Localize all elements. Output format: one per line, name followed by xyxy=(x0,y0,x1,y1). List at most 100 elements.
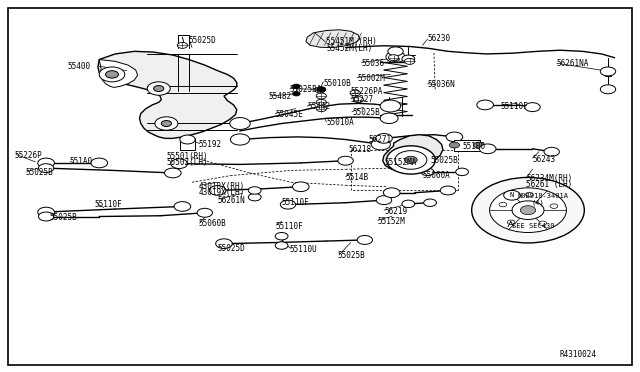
Circle shape xyxy=(292,182,309,192)
Circle shape xyxy=(376,196,392,205)
Circle shape xyxy=(230,118,250,129)
Circle shape xyxy=(600,85,616,94)
Text: 55227: 55227 xyxy=(351,95,374,104)
Circle shape xyxy=(230,134,250,145)
Circle shape xyxy=(550,204,558,208)
Circle shape xyxy=(338,156,353,165)
Text: 55110U: 55110U xyxy=(289,245,317,254)
Circle shape xyxy=(404,58,415,64)
Circle shape xyxy=(106,71,118,78)
Circle shape xyxy=(147,82,170,95)
Circle shape xyxy=(357,235,372,244)
Circle shape xyxy=(316,106,326,112)
Text: 55452M(LH): 55452M(LH) xyxy=(326,44,372,53)
Circle shape xyxy=(371,139,390,150)
Circle shape xyxy=(387,146,435,174)
Circle shape xyxy=(525,103,540,112)
Circle shape xyxy=(504,190,520,200)
Text: 55036N: 55036N xyxy=(428,80,455,89)
Circle shape xyxy=(520,206,536,215)
Text: 43019X(LH): 43019X(LH) xyxy=(198,188,244,197)
Text: 56261 (LH): 56261 (LH) xyxy=(526,180,572,189)
Text: 55110F: 55110F xyxy=(282,198,309,207)
Circle shape xyxy=(490,188,566,232)
Circle shape xyxy=(525,192,533,197)
Circle shape xyxy=(316,99,326,105)
Text: 55025B: 55025B xyxy=(352,108,380,117)
Polygon shape xyxy=(383,135,443,171)
Text: 55502(LH): 55502(LH) xyxy=(166,158,208,167)
Circle shape xyxy=(38,164,54,173)
Circle shape xyxy=(316,93,326,99)
Text: N: N xyxy=(510,192,514,198)
Circle shape xyxy=(179,43,186,48)
Text: 43018X(RH): 43018X(RH) xyxy=(198,182,244,190)
Text: 55192: 55192 xyxy=(198,140,221,149)
Circle shape xyxy=(171,159,188,169)
Text: 5514B: 5514B xyxy=(346,173,369,182)
Circle shape xyxy=(472,177,584,243)
Text: N0B918-3401A: N0B918-3401A xyxy=(517,193,568,199)
Circle shape xyxy=(38,158,54,168)
Circle shape xyxy=(164,168,181,178)
Text: 55501(RH): 55501(RH) xyxy=(166,153,208,161)
Text: 56261N: 56261N xyxy=(218,196,245,205)
Circle shape xyxy=(392,57,399,62)
Text: 55025B: 55025B xyxy=(50,213,77,222)
Text: 55226PA: 55226PA xyxy=(350,87,383,96)
Text: 551B0: 551B0 xyxy=(462,142,485,151)
Circle shape xyxy=(317,87,326,92)
Circle shape xyxy=(353,97,364,103)
Circle shape xyxy=(388,47,403,56)
Text: 55010B: 55010B xyxy=(323,79,351,88)
Circle shape xyxy=(154,86,164,92)
Circle shape xyxy=(197,208,212,217)
Circle shape xyxy=(376,134,392,143)
Text: 55036: 55036 xyxy=(362,59,385,68)
Circle shape xyxy=(477,100,493,110)
Circle shape xyxy=(424,199,436,206)
Bar xyxy=(454,140,480,151)
Text: 55025B: 55025B xyxy=(26,169,53,177)
Circle shape xyxy=(209,186,226,195)
Circle shape xyxy=(402,200,415,208)
Circle shape xyxy=(456,168,468,176)
Text: 55152MA: 55152MA xyxy=(384,158,417,167)
Circle shape xyxy=(315,87,325,93)
Polygon shape xyxy=(98,51,237,138)
Circle shape xyxy=(380,100,401,112)
Circle shape xyxy=(404,156,417,164)
Circle shape xyxy=(383,188,400,198)
Text: 55010A: 55010A xyxy=(326,118,354,127)
Circle shape xyxy=(544,147,559,156)
Text: 55152M: 55152M xyxy=(378,217,405,226)
Circle shape xyxy=(38,212,54,221)
Circle shape xyxy=(395,151,427,169)
Circle shape xyxy=(275,242,288,249)
Text: 55060A: 55060A xyxy=(422,171,450,180)
Polygon shape xyxy=(306,30,360,48)
Circle shape xyxy=(539,221,547,225)
Circle shape xyxy=(216,239,232,248)
Text: 56218: 56218 xyxy=(349,145,372,154)
Circle shape xyxy=(380,113,398,124)
Polygon shape xyxy=(99,60,138,87)
Text: 55025BA: 55025BA xyxy=(290,85,323,94)
Circle shape xyxy=(155,117,178,130)
Circle shape xyxy=(508,220,515,225)
Circle shape xyxy=(38,207,54,217)
Text: (4): (4) xyxy=(531,199,544,206)
Circle shape xyxy=(479,144,496,154)
Circle shape xyxy=(248,193,261,201)
Circle shape xyxy=(275,232,288,240)
Circle shape xyxy=(248,187,261,194)
Circle shape xyxy=(280,200,296,209)
Circle shape xyxy=(474,142,484,148)
Circle shape xyxy=(440,186,456,195)
Circle shape xyxy=(99,67,125,82)
Text: 551A0: 551A0 xyxy=(69,157,92,166)
Text: 55451M (RH): 55451M (RH) xyxy=(326,37,377,46)
Circle shape xyxy=(446,132,463,142)
Text: 56261NA: 56261NA xyxy=(557,60,589,68)
Circle shape xyxy=(386,51,405,62)
